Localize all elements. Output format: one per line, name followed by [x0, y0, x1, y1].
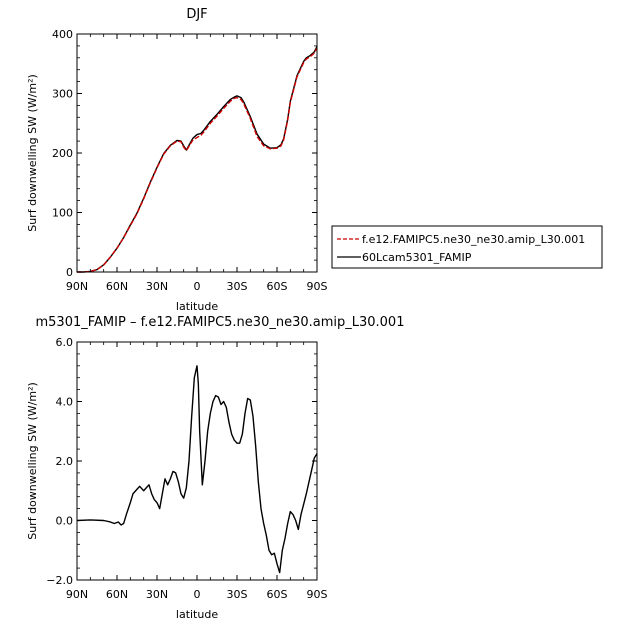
- top-x-tick-label: 30N: [146, 280, 168, 293]
- bottom-plot-frame: [76, 341, 318, 581]
- top-y-tick-label: 0: [66, 266, 73, 279]
- bottom-panel: m5301_FAMIP – f.e12.FAMIPC5.ne30_ne30.am…: [26, 315, 404, 621]
- top-y-axis-label: Surf downwelling SW (W/m²): [26, 74, 39, 232]
- bottom-chart-title: m5301_FAMIP – f.e12.FAMIPC5.ne30_ne30.am…: [36, 315, 405, 330]
- top-x-tick-label: 90S: [307, 280, 328, 293]
- bottom-y-tick-label: 4.0: [56, 396, 74, 409]
- legend-label-series-1: f.e12.FAMIPC5.ne30_ne30.amip_L30.001: [362, 233, 585, 246]
- top-y-tick-label: 200: [52, 147, 73, 160]
- top-x-tick-label: 0: [194, 280, 201, 293]
- top-series-line-2: [77, 46, 318, 273]
- top-x-tick-label: 30S: [227, 280, 248, 293]
- bottom-x-tick-label: 60N: [106, 588, 128, 601]
- top-series-line-1: [77, 47, 318, 273]
- bottom-y-tick-label: 2.0: [56, 455, 74, 468]
- top-plot-frame: [76, 33, 318, 273]
- legend-box: [331, 225, 603, 269]
- top-y-tick-label: 400: [52, 28, 73, 41]
- bottom-x-tick-label: 90N: [66, 588, 88, 601]
- bottom-x-tick-label: 60S: [267, 588, 288, 601]
- bottom-y-axis-label: Surf downwelling SW (W/m²): [26, 382, 39, 540]
- top-panel: DJF 90N 60N 30N 0 30S 60S 90S 0 100 200 300 400 lat…: [26, 7, 328, 313]
- bottom-x-tick-label: 30N: [146, 588, 168, 601]
- top-y-tick-label: 100: [52, 207, 73, 220]
- top-chart-title: DJF: [186, 7, 207, 22]
- bottom-series-line-1: [76, 365, 318, 574]
- bottom-x-tick-label: 0: [194, 588, 201, 601]
- bottom-x-axis-label: latitude: [176, 608, 218, 621]
- top-x-axis-label: latitude: [176, 300, 218, 313]
- legend: f.e12.FAMIPC5.ne30_ne30.amip_L30.001 60L…: [331, 225, 603, 269]
- bottom-x-tick-label: 90S: [307, 588, 328, 601]
- top-x-tick-label: 60S: [267, 280, 288, 293]
- bottom-x-tick-label: 30S: [227, 588, 248, 601]
- top-x-tick-label: 90N: [66, 280, 88, 293]
- bottom-y-tick-label: −2.0: [46, 574, 73, 587]
- bottom-y-tick-label: 6.0: [56, 336, 74, 349]
- bottom-y-tick-label: 0.0: [56, 515, 74, 528]
- top-y-tick-label: 300: [52, 88, 73, 101]
- legend-label-series-2: 60Lcam5301_FAMIP: [362, 251, 472, 264]
- top-x-tick-label: 60N: [106, 280, 128, 293]
